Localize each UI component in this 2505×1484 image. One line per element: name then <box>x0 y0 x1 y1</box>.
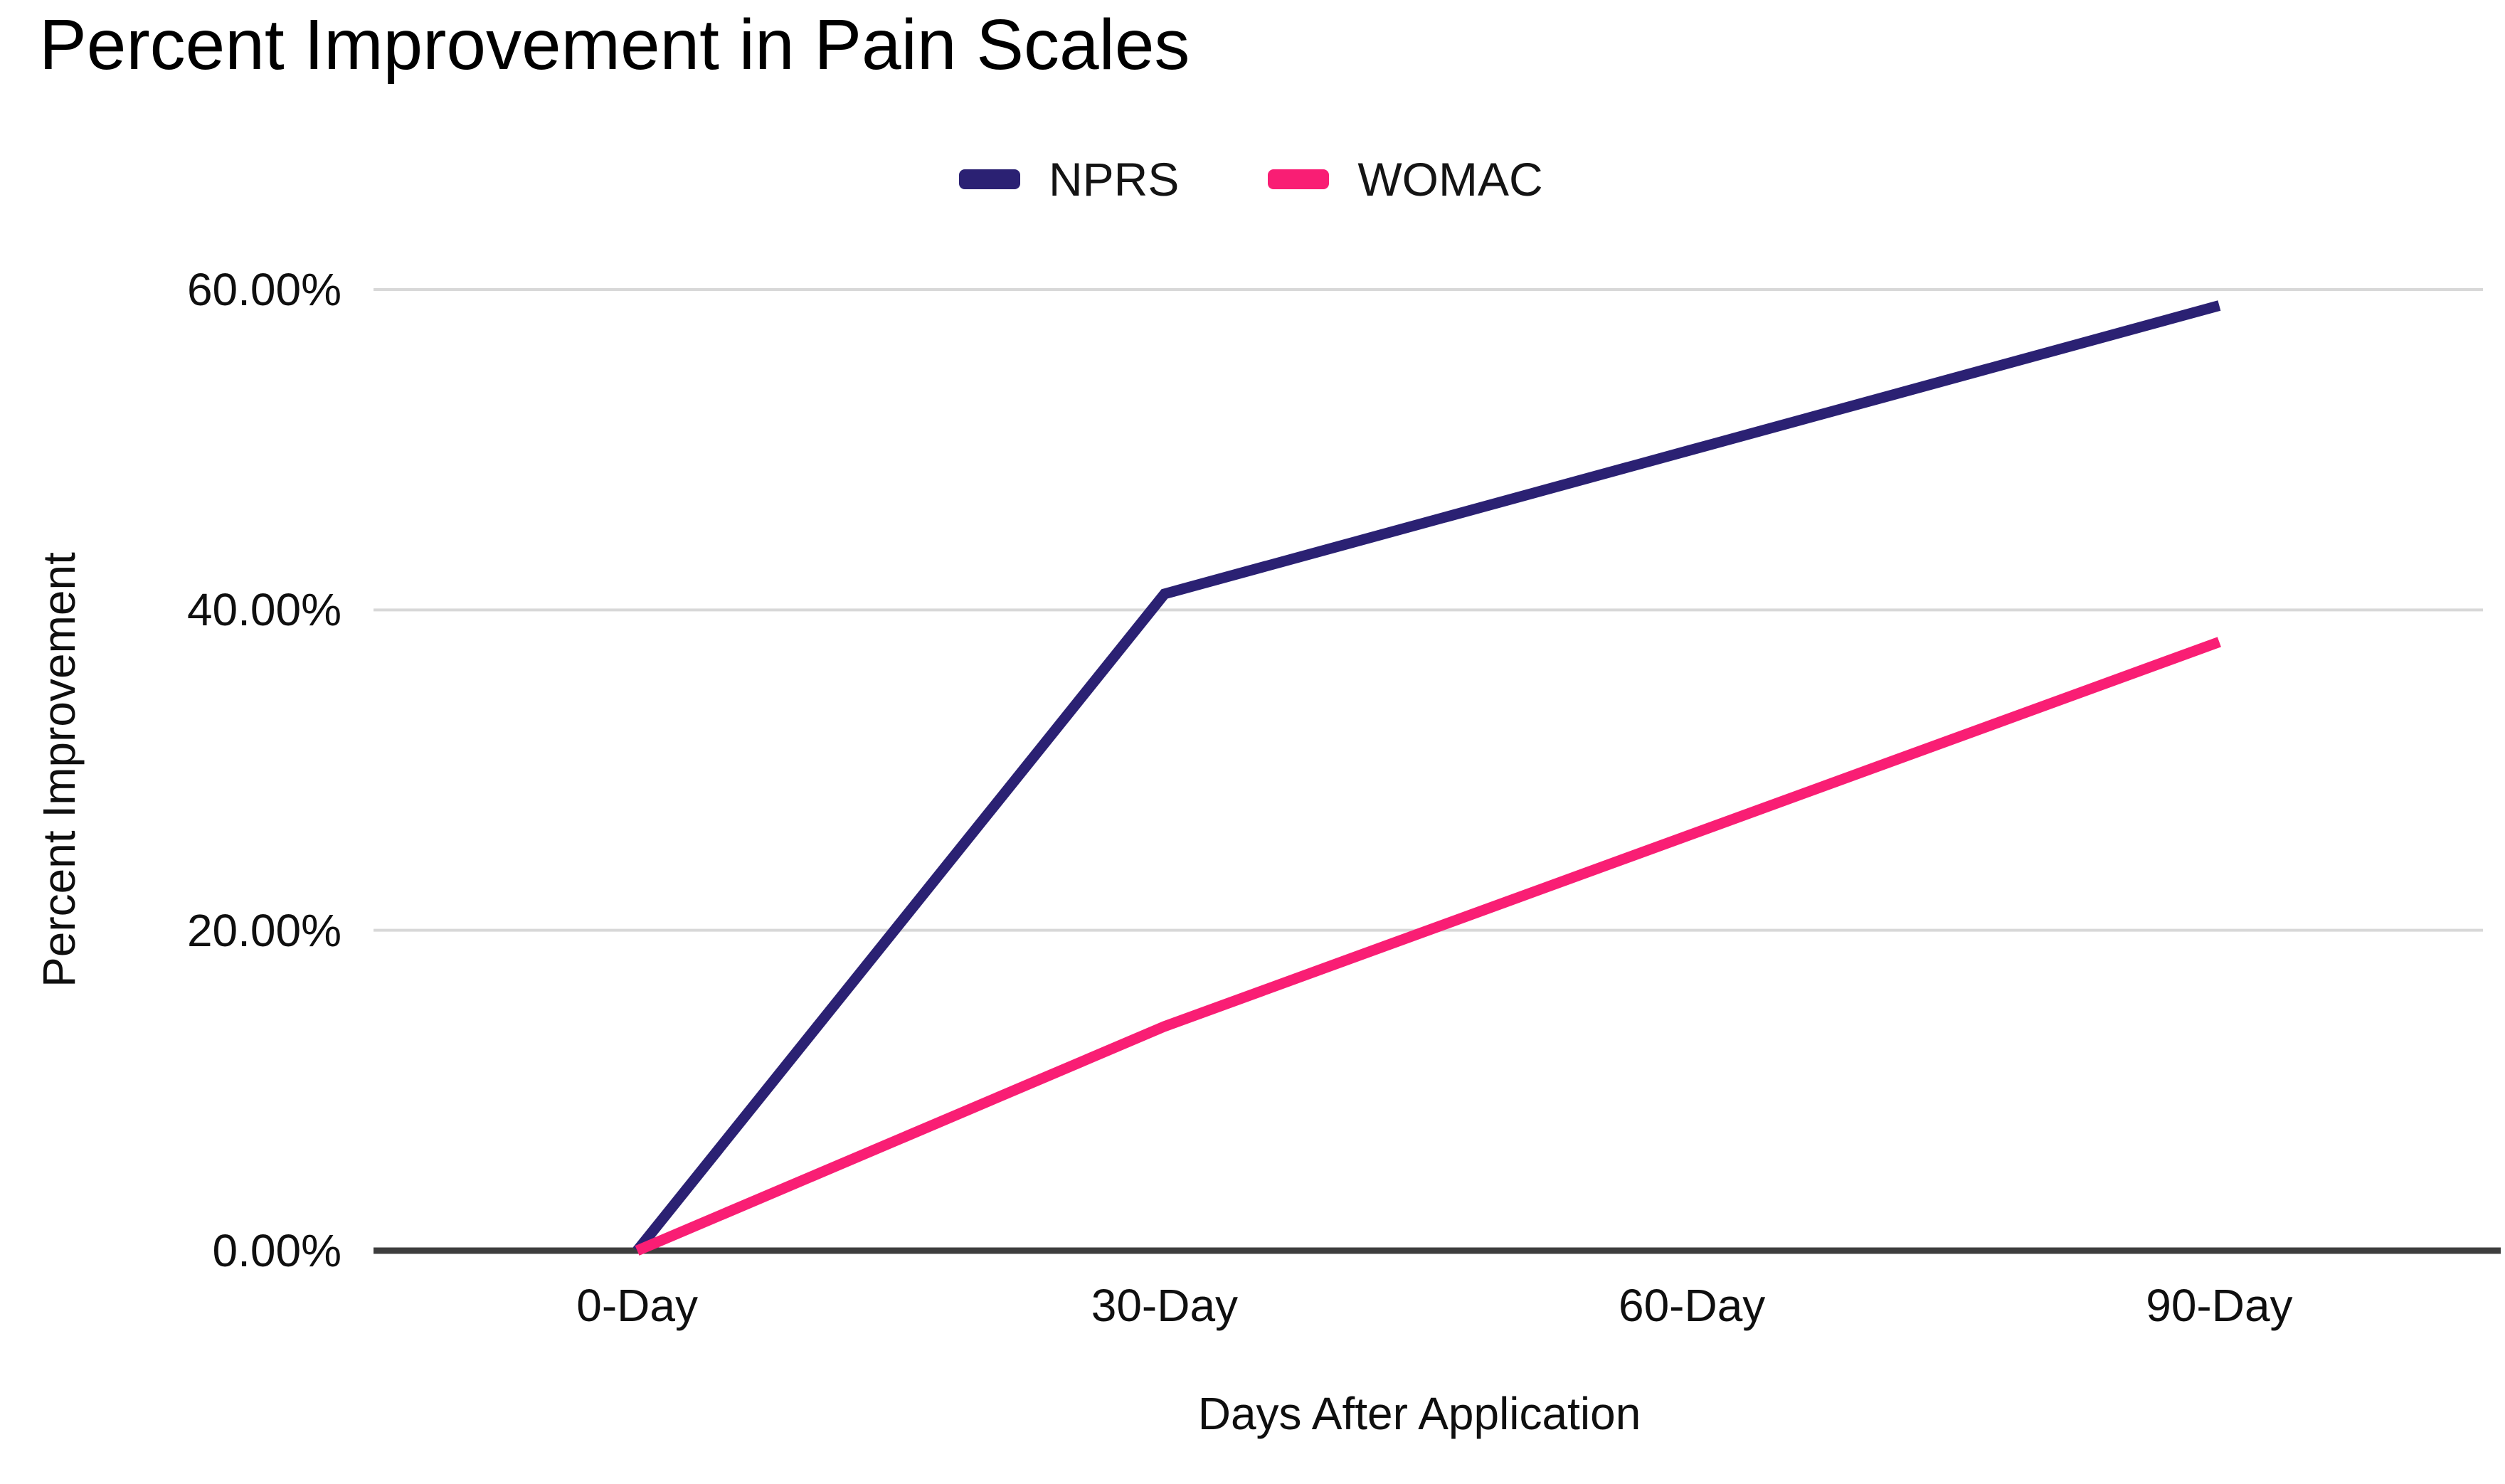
x-axis-tick-label: 60-Day <box>1618 1280 1766 1331</box>
womac-series-swatch-icon <box>1268 169 1330 189</box>
y-axis-tick-label: 60.00% <box>186 264 341 315</box>
x-axis-tick-label: 90-Day <box>2146 1280 2293 1331</box>
y-axis-tick-label: 0.00% <box>212 1225 341 1276</box>
legend-label-nprs: NPRS <box>1049 153 1180 206</box>
legend-item-nprs: NPRS <box>959 152 1179 206</box>
series-line-womac <box>635 637 2221 1256</box>
y-axis-title: Percent Improvement <box>33 552 85 987</box>
legend-item-womac: WOMAC <box>1268 152 1543 206</box>
nprs-series-swatch-icon <box>959 169 1020 189</box>
legend-label-womac: WOMAC <box>1357 153 1543 206</box>
series-line-nprs <box>632 300 2221 1254</box>
x-axis-tick-label: 30-Day <box>1091 1280 1239 1331</box>
legend: NPRS WOMAC <box>959 152 1543 206</box>
y-axis-tick-label: 20.00% <box>186 904 341 956</box>
x-axis-title: Days After Application <box>1197 1388 1641 1439</box>
chart-title: Percent Improvement in Pain Scales <box>39 5 1190 85</box>
y-axis-tick-label: 40.00% <box>186 584 341 636</box>
x-axis-tick-label: 0-Day <box>576 1280 698 1331</box>
